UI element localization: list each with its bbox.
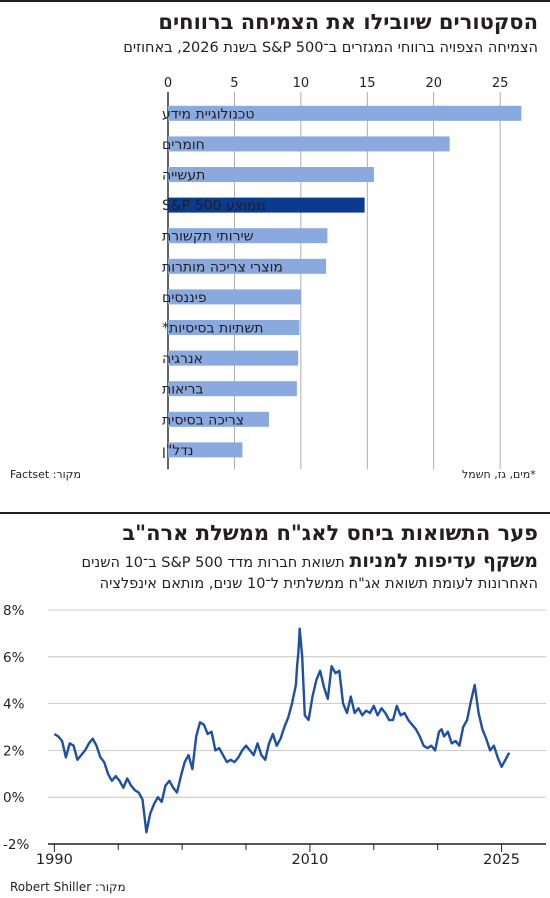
bar bbox=[168, 411, 269, 427]
chart2-subtitle-rest: תשואת חברות מדד S&P 500 ב־10 השנים bbox=[81, 555, 350, 571]
category-label: תעשייה bbox=[162, 168, 205, 184]
bar bbox=[168, 167, 374, 182]
chart2-subtitle-line1: משקף עדיפות למניות תשואת חברות מדד S&P 5… bbox=[82, 550, 538, 572]
chart2-source: מקור: Robert Shiller bbox=[10, 880, 126, 894]
category-label: טכנולוגיית מידע bbox=[162, 106, 254, 122]
category-label: נדל"ן bbox=[162, 443, 193, 459]
yield-gap-series-line bbox=[53, 627, 511, 834]
sector-bar-chart: 0 5 10 15 20 25 טכנולוגיית מידע חומרים תעשייה ממו… bbox=[162, 76, 522, 470]
bar bbox=[168, 228, 328, 244]
category-label: אנרגיה bbox=[162, 351, 203, 367]
bar bbox=[168, 258, 327, 274]
category-label: פיננסים bbox=[162, 290, 207, 306]
bar bbox=[168, 289, 301, 305]
category-label: צריכה בסיסית bbox=[162, 412, 244, 428]
category-label: שירותי תקשורת bbox=[162, 229, 254, 245]
y-tick-label: -2% bbox=[3, 837, 29, 853]
x-tick-label: 5 bbox=[230, 76, 238, 91]
x-tick-label: 10 bbox=[293, 76, 310, 91]
x-tick-label: 2010 bbox=[291, 852, 328, 868]
x-tick-label: 20 bbox=[425, 76, 442, 91]
bar bbox=[168, 136, 450, 152]
chart1-source: מקור: Factset bbox=[10, 468, 81, 481]
y-tick-label: 0% bbox=[3, 790, 25, 806]
chart1-footnote: *מים, גז, חשמל bbox=[462, 468, 536, 481]
bar bbox=[168, 442, 243, 458]
bar bbox=[168, 197, 365, 213]
y-tick-label: 8% bbox=[3, 603, 25, 619]
bar bbox=[168, 381, 297, 397]
chart2-title: פער התשואות ביחס לאג"ח ממשלת ארה"ב bbox=[122, 521, 538, 545]
bar bbox=[168, 350, 299, 366]
chart2-subtitle-bold: משקף עדיפות למניות bbox=[349, 550, 538, 572]
x-tick-label: 0 bbox=[164, 76, 172, 91]
category-label: ממוצע S&P 500 bbox=[162, 198, 266, 214]
y-tick-label: 6% bbox=[3, 650, 25, 666]
x-tick-label: 15 bbox=[359, 76, 376, 91]
bar bbox=[168, 105, 522, 121]
y-tick-label: 4% bbox=[3, 697, 25, 713]
x-tick-label: 25 bbox=[492, 76, 509, 91]
x-tick-label: 2025 bbox=[483, 852, 520, 868]
category-label: תשתיות בסיסיות* bbox=[162, 321, 263, 337]
category-label: חומרים bbox=[162, 137, 205, 153]
chart2-subtitle-line2: האחרונות לעומת תשואת אג"ח ממשלתית ל־10 ש… bbox=[99, 576, 538, 592]
category-label: בריאות bbox=[162, 382, 204, 398]
bar bbox=[168, 320, 300, 335]
y-tick-label: 2% bbox=[3, 743, 25, 759]
chart1-subtitle: הצמיחה הצפויה ברווחי המגזרים ב־S&P 500 ב… bbox=[123, 40, 538, 56]
chart1-title: הסקטורים שיובילו את הצמיחה ברווחים bbox=[158, 10, 538, 34]
x-tick-label: 1990 bbox=[36, 852, 73, 868]
yield-gap-line-chart: -2% 0% 2% 4% 6% 8% 1990 2010 2025 bbox=[3, 603, 546, 868]
category-label: מוצרי צריכה מותרות bbox=[162, 259, 283, 275]
